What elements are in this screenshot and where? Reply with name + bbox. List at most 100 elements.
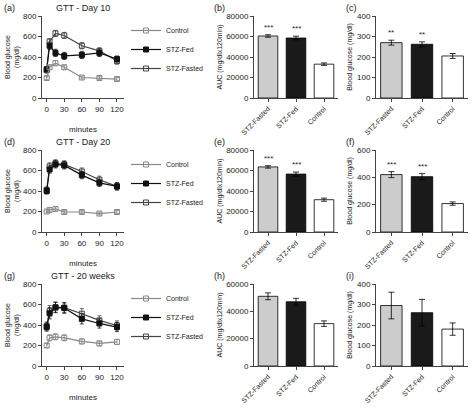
svg-text:200: 200 (23, 73, 37, 82)
svg-text:600: 600 (23, 300, 37, 309)
svg-text:200: 200 (23, 341, 37, 350)
svg-text:**: ** (388, 28, 394, 37)
svg-text:600: 600 (23, 166, 37, 175)
svg-text:0: 0 (366, 94, 371, 103)
svg-text:AUC (mg/dlx120min): AUC (mg/dlx120min) (216, 159, 224, 224)
svg-text:***: *** (292, 160, 301, 169)
svg-text:Control: Control (435, 239, 456, 260)
svg-text:Control: Control (306, 373, 327, 394)
svg-text:60000: 60000 (226, 166, 249, 175)
svg-text:400: 400 (23, 53, 37, 62)
svg-text:0: 0 (244, 94, 249, 103)
svg-text:minutes: minutes (69, 259, 97, 268)
svg-text:GTT - Day 20: GTT - Day 20 (56, 137, 110, 147)
svg-text:120: 120 (110, 105, 124, 114)
svg-text:STZ-Fasted: STZ-Fasted (363, 373, 394, 404)
svg-text:STZ-Fed: STZ-Fed (401, 105, 426, 130)
svg-text:400: 400 (23, 187, 37, 196)
svg-text:(e): (e) (214, 137, 225, 147)
svg-text:Control: Control (306, 239, 327, 260)
svg-text:60: 60 (77, 373, 86, 382)
svg-text:90: 90 (95, 105, 104, 114)
svg-text:0: 0 (32, 228, 37, 237)
svg-text:Control: Control (166, 295, 189, 302)
svg-text:20000: 20000 (226, 207, 249, 216)
svg-text:Blood glucose (mg/dl): Blood glucose (mg/dl) (346, 157, 354, 225)
svg-text:***: *** (292, 24, 301, 33)
svg-text:STZ-Fed: STZ-Fed (275, 105, 300, 130)
svg-text:STZ-Fed: STZ-Fed (401, 373, 426, 398)
svg-text:GTT - Day 10: GTT - Day 10 (56, 3, 110, 13)
svg-text:GTT - 20 weeks: GTT - 20 weeks (51, 271, 115, 281)
svg-text:(a): (a) (4, 3, 15, 13)
svg-text:200: 200 (357, 200, 371, 209)
svg-text:Control: Control (166, 161, 189, 168)
svg-text:100: 100 (357, 73, 371, 82)
svg-text:20000: 20000 (226, 334, 249, 343)
svg-text:**: ** (419, 30, 425, 39)
svg-text:600: 600 (357, 146, 371, 155)
svg-text:0: 0 (32, 94, 37, 103)
svg-text:30: 30 (60, 239, 69, 248)
svg-text:STZ-Fed: STZ-Fed (401, 239, 426, 264)
svg-text:600: 600 (23, 32, 37, 41)
svg-text:AUC (mg/dlx120min): AUC (mg/dlx120min) (216, 293, 224, 358)
svg-text:minutes: minutes (69, 125, 97, 134)
svg-text:400: 400 (357, 280, 371, 289)
svg-text:***: *** (387, 160, 396, 169)
svg-text:0: 0 (44, 373, 49, 382)
svg-text:STZ-Fasted: STZ-Fasted (363, 105, 394, 136)
svg-text:STZ-Fed: STZ-Fed (166, 314, 194, 321)
svg-text:Control: Control (306, 105, 327, 126)
svg-text:200: 200 (357, 321, 371, 330)
svg-text:0: 0 (44, 105, 49, 114)
svg-text:40000: 40000 (226, 187, 249, 196)
svg-text:(b): (b) (214, 3, 225, 13)
svg-text:200: 200 (357, 53, 371, 62)
svg-text:200: 200 (23, 207, 37, 216)
svg-text:800: 800 (23, 12, 37, 21)
svg-text:60: 60 (77, 239, 86, 248)
svg-text:STZ-Fed: STZ-Fed (275, 239, 300, 264)
svg-text:0: 0 (44, 239, 49, 248)
svg-text:STZ-Fed: STZ-Fed (275, 373, 300, 398)
svg-text:***: *** (264, 23, 273, 32)
svg-text:0: 0 (32, 362, 37, 371)
svg-text:40000: 40000 (226, 307, 249, 316)
svg-text:100: 100 (357, 341, 371, 350)
svg-text:***: *** (264, 154, 273, 163)
svg-text:Blood glucose (mg/dl): Blood glucose (mg/dl) (346, 23, 354, 91)
svg-text:STZ-Fasted: STZ-Fasted (363, 239, 394, 270)
svg-text:(c): (c) (346, 3, 357, 13)
svg-text:Blood glucose (mg/dl): Blood glucose (mg/dl) (346, 291, 354, 359)
svg-text:300: 300 (357, 300, 371, 309)
svg-text:400: 400 (357, 12, 371, 21)
svg-text:30: 30 (60, 105, 69, 114)
svg-text:minutes: minutes (69, 393, 97, 402)
svg-text:***: *** (418, 162, 427, 171)
svg-text:STZ-Fasted: STZ-Fasted (240, 373, 271, 404)
svg-text:STZ-Fasted: STZ-Fasted (240, 105, 271, 136)
svg-text:(d): (d) (4, 137, 15, 147)
svg-text:STZ-Fed: STZ-Fed (166, 180, 194, 187)
svg-text:60000: 60000 (226, 32, 249, 41)
svg-text:STZ-Fasted: STZ-Fasted (166, 199, 203, 206)
svg-text:Blood glucose(mg/dl): Blood glucose(mg/dl) (4, 35, 21, 79)
svg-text:STZ-Fasted: STZ-Fasted (240, 239, 271, 270)
svg-text:0: 0 (366, 362, 371, 371)
svg-text:60: 60 (77, 105, 86, 114)
svg-text:80000: 80000 (226, 146, 249, 155)
svg-text:Control: Control (435, 105, 456, 126)
svg-text:Control: Control (166, 27, 189, 34)
svg-text:Blood glucose(mg/dl): Blood glucose(mg/dl) (4, 303, 21, 347)
svg-text:(f): (f) (346, 137, 355, 147)
svg-text:30: 30 (60, 373, 69, 382)
svg-text:40000: 40000 (226, 53, 249, 62)
svg-text:(g): (g) (4, 271, 15, 281)
svg-text:(h): (h) (214, 271, 225, 281)
svg-text:0: 0 (244, 362, 249, 371)
svg-text:STZ-Fed: STZ-Fed (166, 46, 194, 53)
svg-text:(i): (i) (346, 271, 354, 281)
svg-text:400: 400 (357, 173, 371, 182)
svg-text:0: 0 (244, 228, 249, 237)
